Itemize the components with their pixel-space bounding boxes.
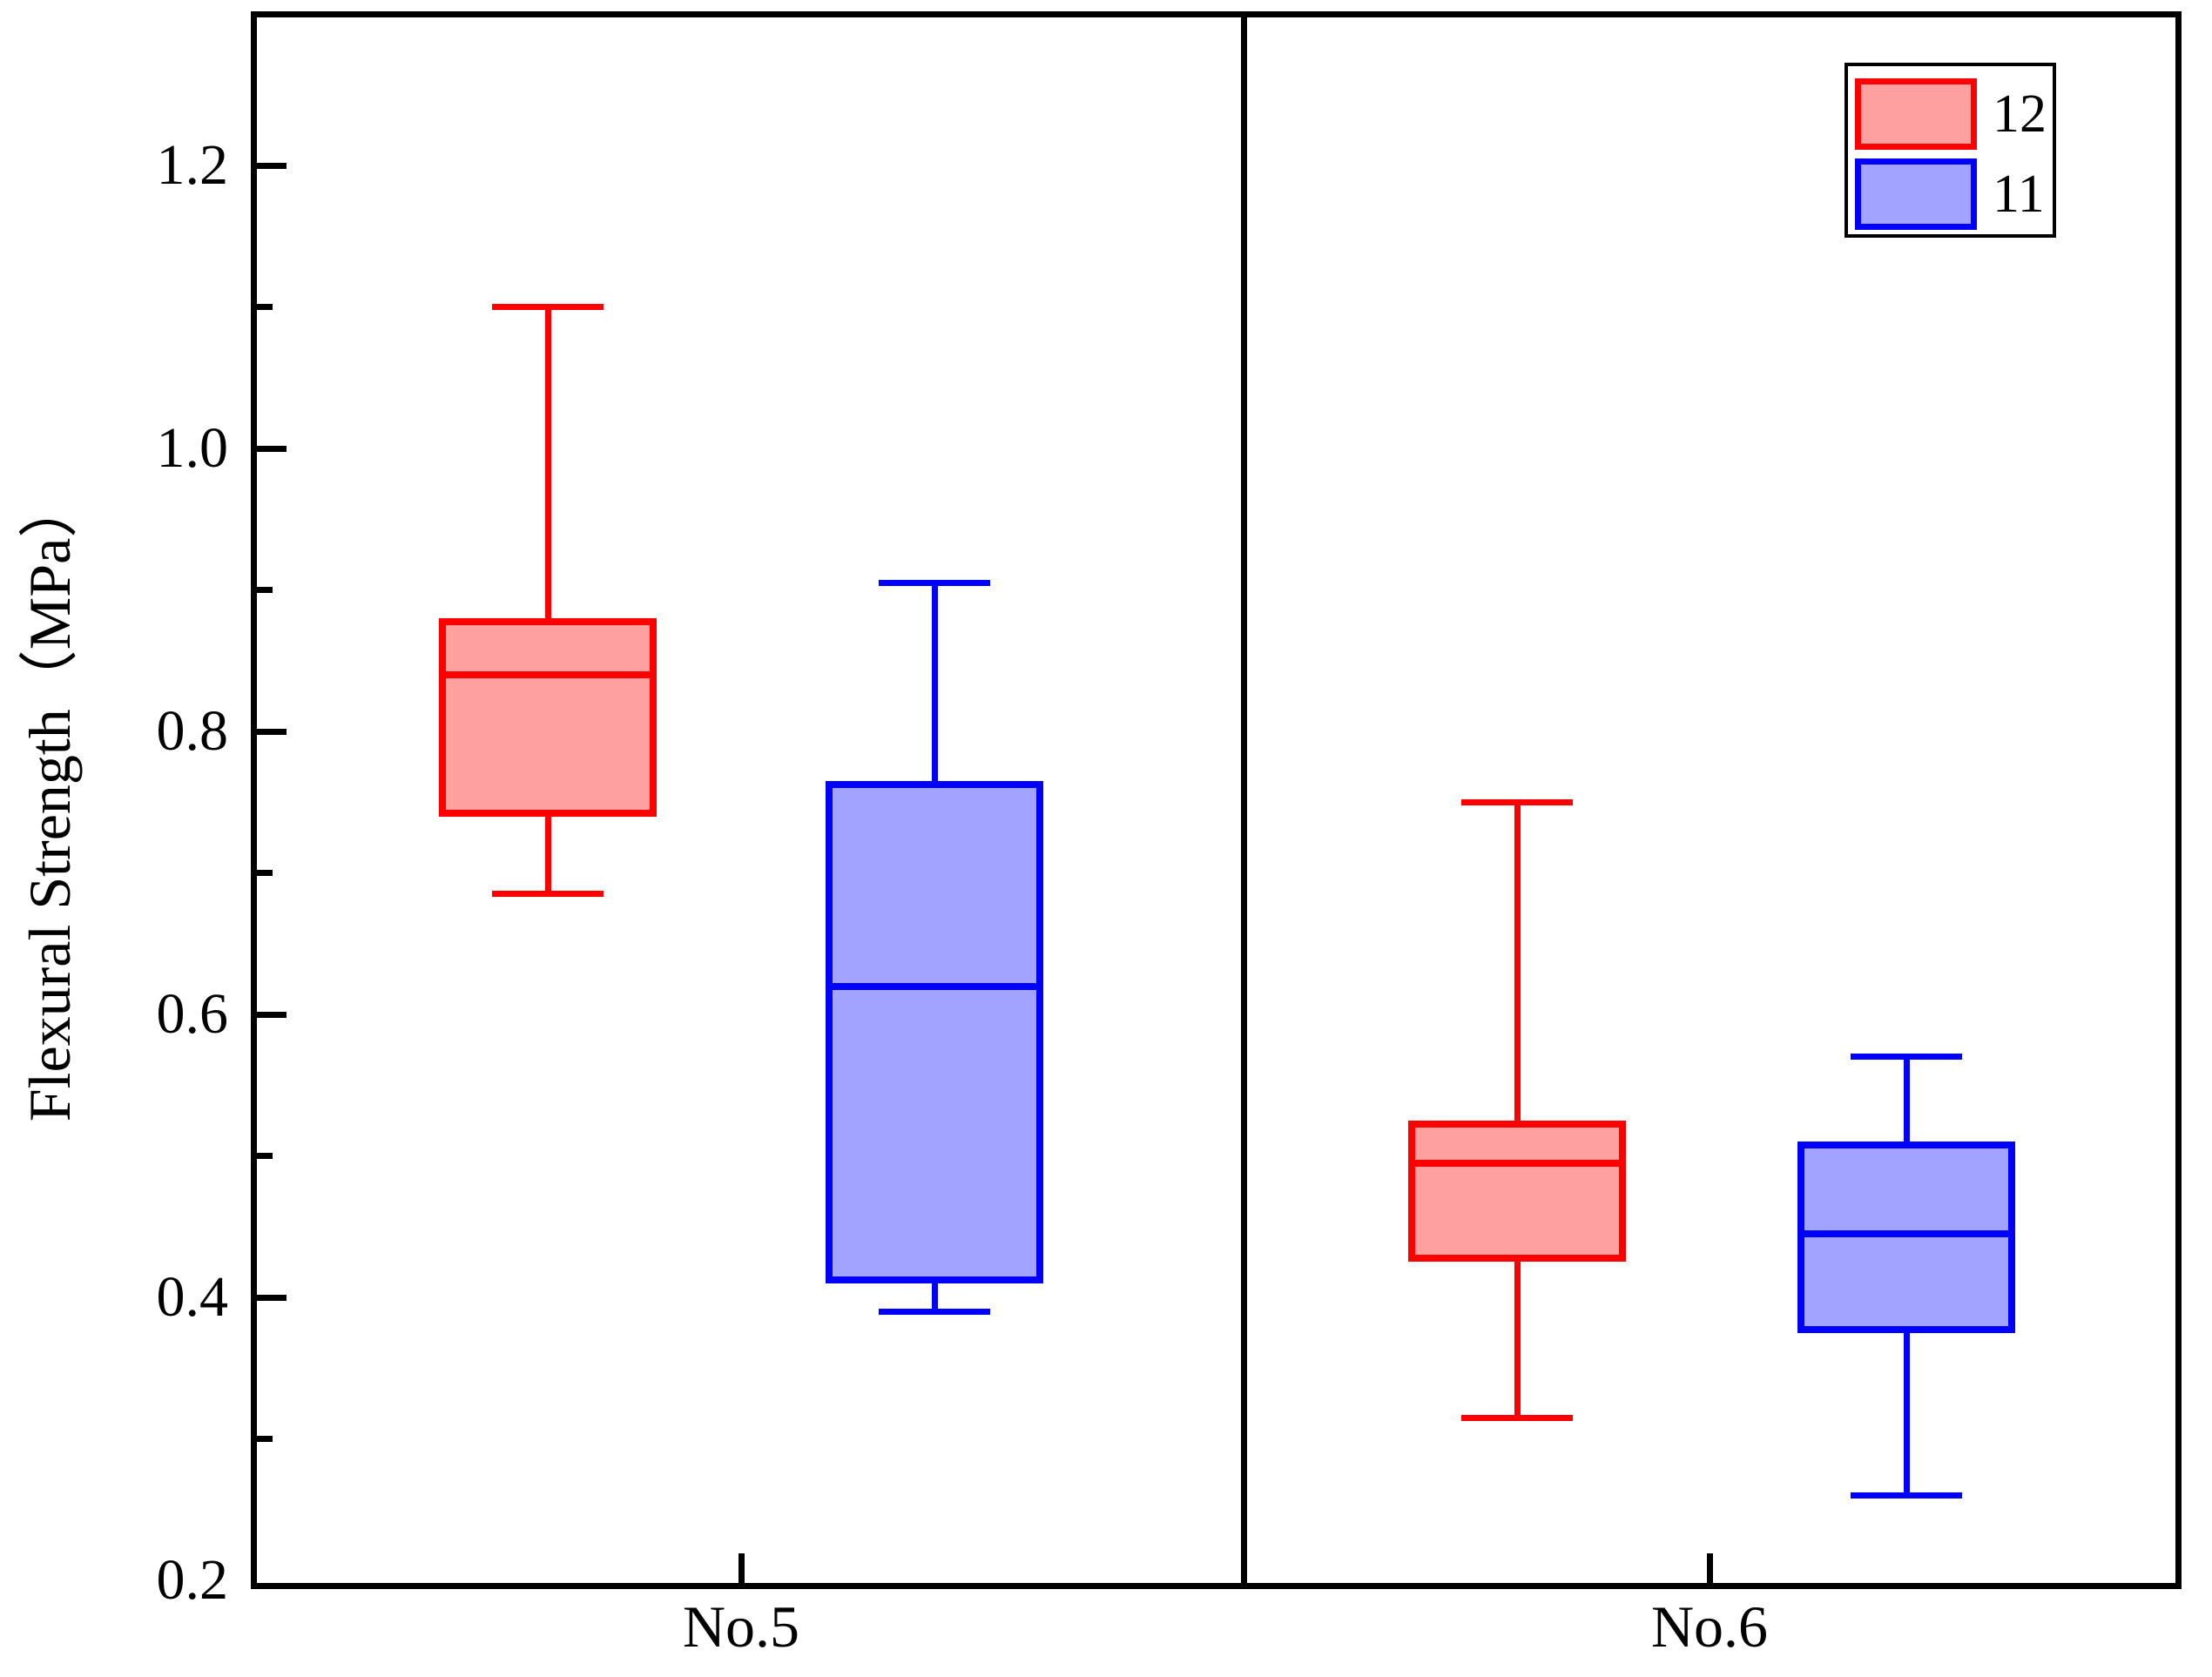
x-group-label: No.5: [682, 1593, 800, 1660]
upper-whisker-series-12-group-no6: [1514, 802, 1521, 1121]
lower-whisker-series-11-group-no5: [931, 1283, 938, 1312]
y-tick-label: 0.6: [156, 982, 229, 1046]
y-minor-tick: [257, 1436, 273, 1442]
upper-cap-series-11-group-no5: [879, 579, 990, 586]
y-major-tick: [257, 1011, 287, 1018]
lower-cap-series-11-group-no5: [879, 1308, 990, 1315]
iqr-box-series-11-group-no5: [826, 780, 1043, 1283]
upper-cap-series-12-group-no5: [492, 304, 604, 310]
y-tick-label: 0.2: [156, 1548, 229, 1612]
x-group-tick: [1706, 1553, 1713, 1583]
x-group-tick: [738, 1553, 745, 1583]
lower-cap-series-12-group-no5: [492, 891, 604, 898]
upper-whisker-series-11-group-no5: [931, 583, 938, 781]
y-tick-label: 0.4: [156, 1265, 229, 1329]
x-group-label: No.6: [1650, 1593, 1769, 1660]
iqr-box-series-12-group-no5: [439, 618, 657, 817]
lower-whisker-series-12-group-no6: [1514, 1262, 1521, 1418]
lower-cap-series-12-group-no6: [1461, 1414, 1573, 1421]
iqr-box-series-11-group-no6: [1797, 1142, 2015, 1333]
legend-swatch-11: [1855, 158, 1977, 230]
upper-whisker-series-11-group-no6: [1903, 1056, 1910, 1142]
legend-label-11: 11: [1993, 165, 2045, 224]
legend: 12 11: [1844, 63, 2056, 238]
y-major-tick: [257, 162, 287, 169]
y-minor-tick: [257, 587, 273, 593]
lower-whisker-series-11-group-no6: [1903, 1332, 1910, 1496]
median-series-12-group-no5: [439, 671, 657, 678]
median-series-11-group-no5: [826, 982, 1043, 990]
y-minor-tick: [257, 304, 273, 310]
y-tick-label: 0.8: [156, 699, 229, 763]
median-series-11-group-no6: [1797, 1229, 2015, 1237]
y-major-tick: [257, 445, 287, 452]
y-minor-tick: [257, 870, 273, 876]
lower-whisker-series-12-group-no5: [544, 816, 551, 894]
y-tick-label: 1.0: [156, 416, 229, 480]
upper-cap-series-11-group-no6: [1851, 1054, 1962, 1061]
legend-swatch-12: [1855, 78, 1977, 150]
y-major-tick: [257, 728, 287, 735]
legend-label-12: 12: [1993, 84, 2047, 144]
panel-divider-line: [1240, 17, 1247, 1583]
y-minor-tick: [257, 1153, 273, 1159]
y-tick-label: 1.2: [156, 133, 229, 197]
lower-cap-series-11-group-no6: [1851, 1492, 1962, 1499]
upper-cap-series-12-group-no6: [1461, 798, 1573, 805]
iqr-box-series-12-group-no6: [1408, 1120, 1626, 1263]
upper-whisker-series-12-group-no5: [544, 306, 551, 618]
y-major-tick: [257, 1294, 287, 1301]
median-series-12-group-no6: [1408, 1159, 1626, 1167]
